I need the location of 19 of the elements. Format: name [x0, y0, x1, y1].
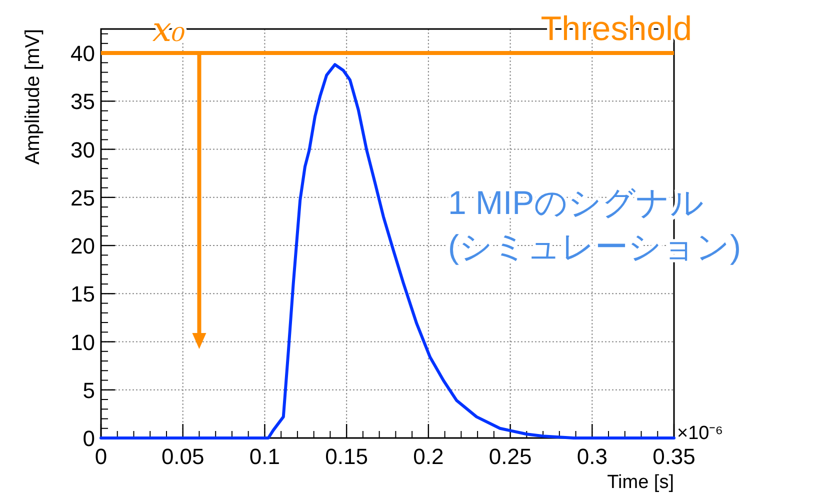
y-tick-label: 0 [82, 426, 95, 451]
x-tick-label: 0.35 [652, 444, 696, 469]
x-tick-label: 0.3 [576, 444, 608, 469]
y-tick-label: 20 [70, 234, 95, 259]
x-tick-label: 0.25 [488, 444, 532, 469]
y-tick-label: 40 [70, 41, 95, 66]
x-axis-title: Time [s] [607, 472, 674, 493]
x-tick-label: 0.05 [161, 444, 204, 469]
y-tick-label: 35 [70, 89, 95, 114]
y-tick-label: 5 [82, 378, 95, 403]
y-tick-label: 15 [70, 282, 95, 307]
y-tick-label: 10 [70, 330, 95, 355]
text: ×10⁻⁶ [677, 423, 724, 444]
y-tick-label: 30 [70, 137, 95, 162]
y-axis-title: Amplitude [mV] [22, 29, 44, 165]
x-tick-label: 0.2 [413, 444, 444, 469]
x-tick-label: 0.1 [249, 444, 280, 469]
x-tick-label: 0.15 [325, 444, 368, 469]
y-tick-label: 25 [70, 185, 95, 210]
